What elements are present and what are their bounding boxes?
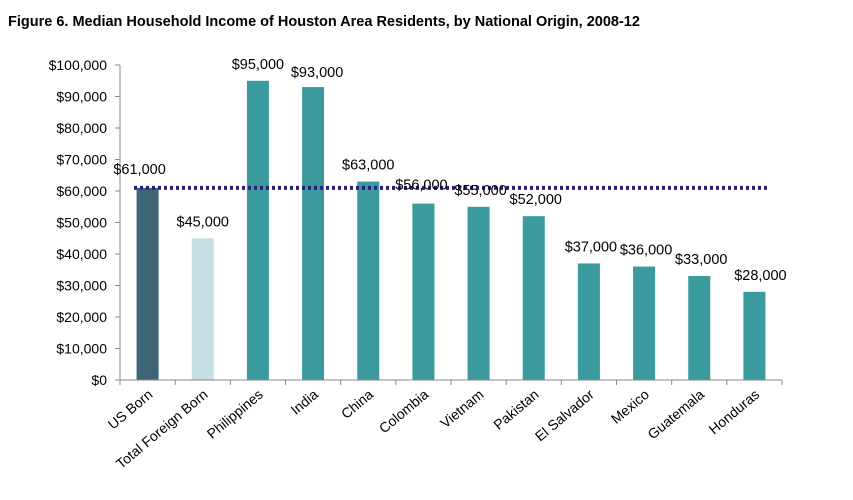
- x-tick-label: India: [287, 386, 321, 418]
- bar-guatemala: [688, 276, 711, 380]
- bar-mexico: [633, 266, 656, 380]
- x-tick-label: El Salvador: [532, 386, 597, 444]
- x-tick-label: Colombia: [376, 386, 432, 436]
- data-label: $95,000: [232, 57, 284, 73]
- data-label: $63,000: [342, 158, 394, 174]
- bar-colombia: [412, 203, 435, 380]
- y-tick-label: $80,000: [56, 120, 107, 136]
- data-label: $56,000: [395, 178, 447, 194]
- x-tick-label: Honduras: [706, 386, 763, 437]
- x-tick-label: Vietnam: [437, 386, 486, 431]
- bars: [136, 80, 766, 381]
- y-tick-label: $40,000: [56, 246, 107, 262]
- bar-philippines: [246, 80, 269, 380]
- y-tick-label: $30,000: [56, 278, 107, 294]
- bar-us-born: [136, 187, 159, 380]
- x-tick-label: US Born: [105, 386, 156, 432]
- x-tick-label: China: [338, 386, 376, 422]
- x-tick-label: Philippines: [204, 386, 266, 442]
- data-label: $55,000: [454, 183, 506, 199]
- bar-china: [357, 181, 380, 380]
- x-tick-label: Mexico: [608, 386, 652, 427]
- bar-india: [302, 87, 325, 381]
- figure-title: Figure 6. Median Household Income of Hou…: [8, 14, 640, 30]
- data-label: $28,000: [734, 268, 786, 284]
- bar-total-foreign-born: [191, 238, 214, 380]
- data-labels: $61,000 $45,000 $95,000 $93,000 $63,000$56,0…: [113, 57, 786, 284]
- y-axis: $0 $10,000 $20,000 $30,000 $40,000 $50,000 $60…: [49, 57, 121, 388]
- data-label: $36,000: [620, 243, 672, 259]
- x-tick-label: Pakistan: [490, 386, 541, 433]
- data-label: $45,000: [177, 214, 229, 230]
- y-tick-label: $60,000: [56, 183, 107, 199]
- x-tick-label: Total Foreign Born: [113, 386, 211, 472]
- y-tick-label: $10,000: [56, 341, 107, 357]
- data-label: $33,000: [675, 252, 727, 268]
- bar-pakistan: [522, 216, 545, 380]
- data-label: $37,000: [565, 239, 617, 255]
- y-tick-label: $70,000: [56, 152, 107, 168]
- data-label: $93,000: [291, 65, 343, 81]
- data-label: $61,000: [113, 162, 165, 178]
- bar-el-salvador: [577, 263, 600, 380]
- y-tick-label: $100,000: [49, 57, 108, 73]
- data-label: $52,000: [510, 192, 562, 208]
- x-tick-label: Guatemala: [644, 386, 707, 442]
- y-tick-label: $50,000: [56, 215, 107, 231]
- bar-vietnam: [467, 206, 490, 380]
- y-tick-label: $0: [91, 372, 107, 388]
- y-tick-label: $90,000: [56, 89, 107, 105]
- bar-honduras: [743, 291, 766, 380]
- y-tick-label: $20,000: [56, 309, 107, 325]
